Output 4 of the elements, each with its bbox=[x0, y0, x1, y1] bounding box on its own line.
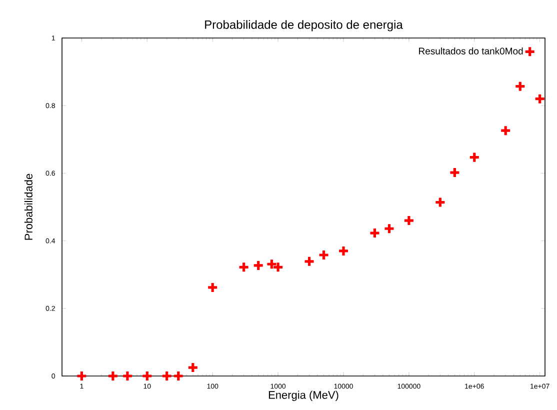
chart-title: Probabilidade de deposito de energia bbox=[205, 20, 403, 32]
y-axis-title: Probabilidade bbox=[24, 174, 32, 240]
legend-label: Resultados do tank0Mod bbox=[419, 47, 523, 54]
x-axis-title: Energia (MeV) bbox=[268, 390, 338, 401]
